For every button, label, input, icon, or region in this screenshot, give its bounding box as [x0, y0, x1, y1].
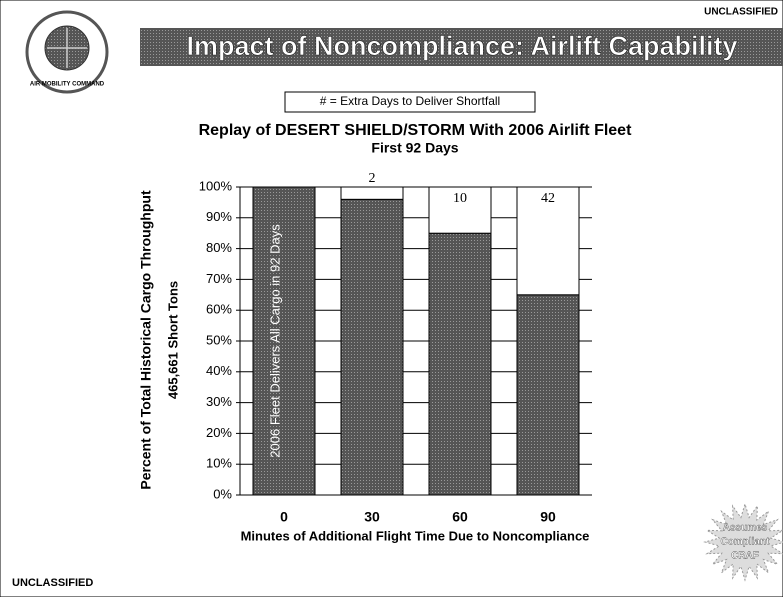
- y-tick-label: 20%: [206, 425, 232, 440]
- data-label: 10: [453, 191, 467, 206]
- badge: Assumes Compliant CRAF: [703, 502, 783, 582]
- bar-annotation: 2006 Fleet Delivers All Cargo in 92 Days: [267, 224, 282, 458]
- x-tick-label: 30: [364, 509, 380, 525]
- y-tick-label: 40%: [206, 363, 232, 378]
- legend-box: [284, 91, 536, 113]
- bar-segment: [340, 186, 404, 200]
- legend-note: # = Extra Days to Deliver Shortfall: [320, 94, 500, 108]
- data-label: 2: [369, 171, 376, 186]
- y-tick-label: 90%: [206, 209, 232, 224]
- y-tick-label: 80%: [206, 240, 232, 255]
- bar-segment: [516, 186, 580, 296]
- x-tick-label: 0: [280, 509, 288, 525]
- badge-text: CRAF: [731, 551, 759, 562]
- y-tick-label: 50%: [206, 332, 232, 347]
- badge-text: Compliant: [721, 537, 771, 548]
- y-tick-label: 10%: [206, 456, 232, 471]
- plot: 0% 10% 20% 30% 40% 50% 60% 70% 80% 90% 100% 0 30 2 60 1…: [199, 171, 592, 525]
- bar-segment: [340, 198, 404, 496]
- logo-text: AIR MOBILITY COMMAND: [30, 82, 105, 88]
- y-axis-label-2: 465,661 Short Tons: [165, 281, 180, 399]
- y-tick-label: 70%: [206, 271, 232, 286]
- data-label: 42: [541, 191, 555, 206]
- chart-title: Replay of DESERT SHIELD/STORM With 2006 …: [199, 122, 632, 139]
- y-tick-label: 60%: [206, 302, 232, 317]
- x-tick-label: 60: [452, 509, 468, 525]
- logo: AIR MOBILITY COMMAND: [25, 10, 109, 94]
- bar-segment: [516, 294, 580, 496]
- y-tick-label: 0%: [213, 486, 232, 501]
- y-tick-label: 30%: [206, 394, 232, 409]
- badge-text: Assumes: [723, 523, 768, 534]
- bar-segment: [252, 186, 316, 496]
- classification-top: UNCLASSIFIED: [704, 7, 778, 18]
- y-tick-label: 100%: [199, 178, 233, 193]
- x-axis-label: Minutes of Additional Flight Time Due to…: [241, 528, 590, 543]
- x-tick-label: 90: [540, 509, 556, 525]
- title-banner: [140, 28, 783, 66]
- y-axis-label: Percent of Total Historical Cargo Throug…: [138, 190, 154, 490]
- bar-segment: [428, 232, 492, 496]
- bar-segment: [428, 186, 492, 234]
- chart-subtitle: First 92 Days: [371, 140, 458, 156]
- classification-bottom: UNCLASSIFIED: [12, 577, 93, 589]
- slide-title: Impact of Noncompliance: Airlift Capabil…: [186, 31, 737, 61]
